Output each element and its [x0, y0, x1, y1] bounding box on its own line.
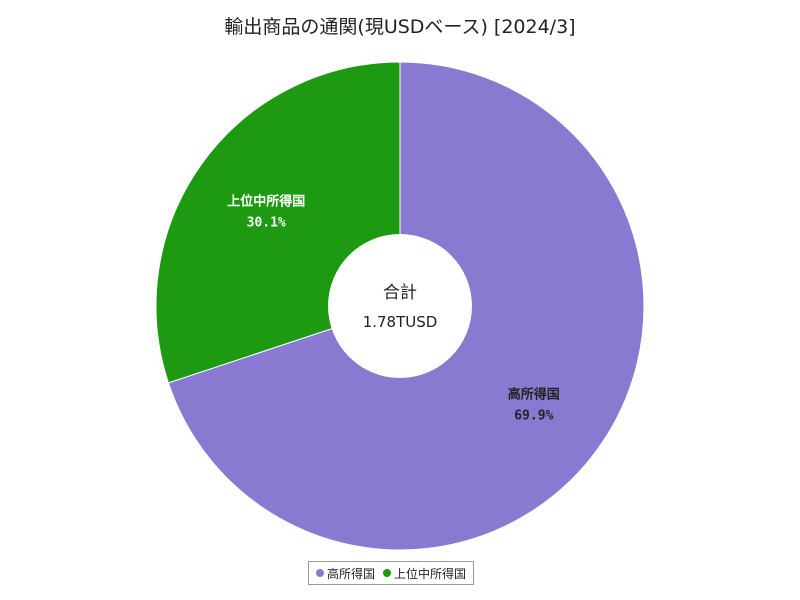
legend-swatch-high-income	[316, 569, 324, 577]
center-label: 合計	[383, 283, 417, 303]
legend-item-upper-middle-income: 上位中所得国	[383, 565, 466, 582]
legend-label-high-income: 高所得国	[327, 566, 376, 581]
slice-label-high-income: 高所得国	[508, 387, 560, 403]
legend-item-high-income: 高所得国	[316, 565, 375, 582]
legend-swatch-upper-middle-income	[383, 569, 392, 577]
donut-hole	[328, 234, 472, 378]
legend-label-upper-middle-income: 上位中所得国	[394, 566, 467, 581]
center-value: 1.78TUSD	[363, 313, 438, 331]
slice-percent-upper-middle-income: 30.1%	[247, 215, 286, 230]
slice-label-upper-middle-income: 上位中所得国	[227, 193, 305, 209]
slice-percent-high-income: 69.9%	[514, 409, 553, 424]
chart-title: 輸出商品の通関(現USDベース) [2024/3]	[224, 16, 576, 38]
legend: 高所得国 上位中所得国	[308, 561, 475, 585]
